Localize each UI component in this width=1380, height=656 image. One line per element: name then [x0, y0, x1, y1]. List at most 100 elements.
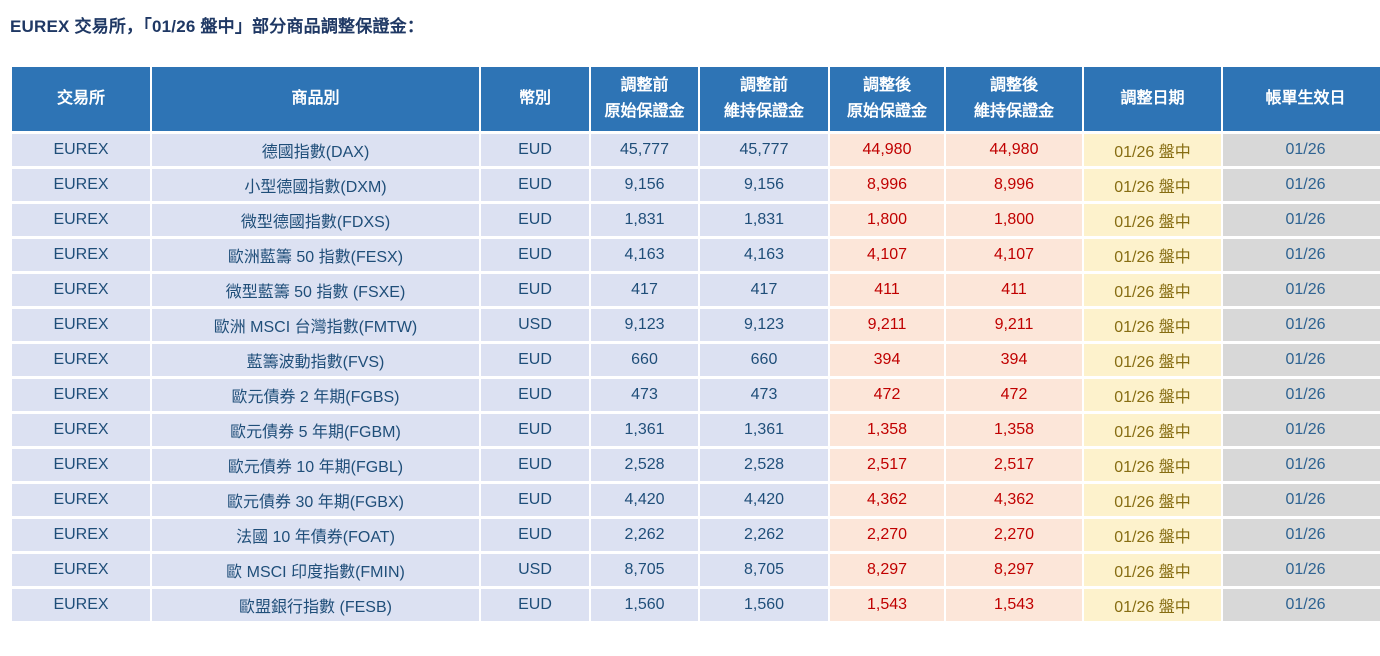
col-header-label2: 原始保證金 [604, 103, 685, 120]
cell-post-maintenance-margin: 8,996 [946, 169, 1082, 201]
header-row: 交易所 商品別 幣別 調整前 原始保證金 調整前 維持保證金 調整後 原始保證金 [12, 67, 1380, 131]
cell-pre-initial-margin: 2,528 [591, 449, 698, 481]
cell-post-maintenance-margin: 411 [946, 274, 1082, 306]
cell-product: 藍籌波動指數(FVS) [152, 344, 479, 376]
cell-product: 歐洲藍籌 50 指數(FESX) [152, 239, 479, 271]
cell-effective-date: 01/26 [1223, 309, 1380, 341]
cell-currency: EUD [481, 519, 589, 551]
cell-pre-initial-margin: 660 [591, 344, 698, 376]
table-header: 交易所 商品別 幣別 調整前 原始保證金 調整前 維持保證金 調整後 原始保證金 [12, 67, 1380, 131]
cell-pre-maintenance-margin: 2,528 [700, 449, 828, 481]
cell-post-maintenance-margin: 2,270 [946, 519, 1082, 551]
col-header-label2: 原始保證金 [846, 103, 927, 120]
cell-post-initial-margin: 2,517 [830, 449, 944, 481]
cell-effective-date: 01/26 [1223, 449, 1380, 481]
cell-exchange: EUREX [12, 519, 150, 551]
col-header-label: 帳單生效日 [1265, 89, 1346, 107]
cell-product: 歐元債券 30 年期(FGBX) [152, 484, 479, 516]
col-header-exchange: 交易所 [12, 67, 150, 131]
cell-product: 歐盟銀行指數 (FESB) [152, 589, 479, 621]
cell-effective-date: 01/26 [1223, 484, 1380, 516]
cell-post-maintenance-margin: 9,211 [946, 309, 1082, 341]
table-row: EUREX 小型德國指數(DXM) EUD 9,156 9,156 8,996 … [12, 169, 1380, 201]
cell-post-maintenance-margin: 4,362 [946, 484, 1082, 516]
cell-post-initial-margin: 1,358 [830, 414, 944, 446]
cell-effective-date: 01/26 [1223, 379, 1380, 411]
cell-product: 小型德國指數(DXM) [152, 169, 479, 201]
cell-exchange: EUREX [12, 239, 150, 271]
cell-product: 歐元債券 10 年期(FGBL) [152, 449, 479, 481]
cell-adjust-date: 01/26 盤中 [1084, 379, 1221, 411]
col-header-label: 商品別 [291, 89, 340, 107]
cell-pre-initial-margin: 45,777 [591, 134, 698, 166]
cell-product: 微型德國指數(FDXS) [152, 204, 479, 236]
cell-post-initial-margin: 472 [830, 379, 944, 411]
cell-pre-maintenance-margin: 8,705 [700, 554, 828, 586]
cell-pre-initial-margin: 417 [591, 274, 698, 306]
cell-effective-date: 01/26 [1223, 344, 1380, 376]
cell-pre-initial-margin: 9,123 [591, 309, 698, 341]
cell-exchange: EUREX [12, 484, 150, 516]
cell-pre-maintenance-margin: 1,361 [700, 414, 828, 446]
cell-exchange: EUREX [12, 414, 150, 446]
cell-adjust-date: 01/26 盤中 [1084, 344, 1221, 376]
cell-currency: EUD [481, 204, 589, 236]
cell-effective-date: 01/26 [1223, 554, 1380, 586]
table-row: EUREX 微型德國指數(FDXS) EUD 1,831 1,831 1,800… [12, 204, 1380, 236]
cell-exchange: EUREX [12, 344, 150, 376]
cell-currency: EUD [481, 274, 589, 306]
col-header-adjust-date: 調整日期 [1084, 67, 1221, 131]
col-header-product: 商品別 [152, 67, 479, 131]
cell-currency: EUD [481, 239, 589, 271]
cell-effective-date: 01/26 [1223, 169, 1380, 201]
cell-post-initial-margin: 411 [830, 274, 944, 306]
cell-product: 歐洲 MSCI 台灣指數(FMTW) [152, 309, 479, 341]
cell-adjust-date: 01/26 盤中 [1084, 204, 1221, 236]
cell-pre-maintenance-margin: 9,123 [700, 309, 828, 341]
cell-post-maintenance-margin: 1,800 [946, 204, 1082, 236]
table-row: EUREX 藍籌波動指數(FVS) EUD 660 660 394 394 01… [12, 344, 1380, 376]
cell-exchange: EUREX [12, 204, 150, 236]
cell-product: 歐元債券 2 年期(FGBS) [152, 379, 479, 411]
cell-pre-initial-margin: 4,420 [591, 484, 698, 516]
table-row: EUREX 歐 MSCI 印度指數(FMIN) USD 8,705 8,705 … [12, 554, 1380, 586]
cell-product: 德國指數(DAX) [152, 134, 479, 166]
cell-effective-date: 01/26 [1223, 204, 1380, 236]
cell-pre-maintenance-margin: 4,163 [700, 239, 828, 271]
cell-exchange: EUREX [12, 379, 150, 411]
cell-product: 法國 10 年債券(FOAT) [152, 519, 479, 551]
cell-pre-initial-margin: 1,831 [591, 204, 698, 236]
cell-pre-maintenance-margin: 2,262 [700, 519, 828, 551]
cell-post-maintenance-margin: 472 [946, 379, 1082, 411]
cell-pre-maintenance-margin: 4,420 [700, 484, 828, 516]
cell-post-initial-margin: 394 [830, 344, 944, 376]
cell-adjust-date: 01/26 盤中 [1084, 484, 1221, 516]
cell-effective-date: 01/26 [1223, 274, 1380, 306]
cell-exchange: EUREX [12, 554, 150, 586]
cell-adjust-date: 01/26 盤中 [1084, 239, 1221, 271]
cell-pre-initial-margin: 2,262 [591, 519, 698, 551]
cell-currency: USD [481, 309, 589, 341]
cell-currency: EUD [481, 484, 589, 516]
cell-effective-date: 01/26 [1223, 519, 1380, 551]
cell-pre-initial-margin: 8,705 [591, 554, 698, 586]
cell-post-maintenance-margin: 1,358 [946, 414, 1082, 446]
col-header-label: 調整前 [739, 76, 788, 94]
cell-pre-maintenance-margin: 417 [700, 274, 828, 306]
cell-effective-date: 01/26 [1223, 239, 1380, 271]
col-header-label: 調整前 [620, 76, 669, 94]
col-header-post-maintenance-margin: 調整後 維持保證金 [946, 67, 1082, 131]
cell-adjust-date: 01/26 盤中 [1084, 519, 1221, 551]
cell-currency: EUD [481, 589, 589, 621]
table-row: EUREX 歐元債券 30 年期(FGBX) EUD 4,420 4,420 4… [12, 484, 1380, 516]
col-header-label: 調整日期 [1120, 89, 1185, 107]
col-header-pre-maintenance-margin: 調整前 維持保證金 [700, 67, 828, 131]
cell-adjust-date: 01/26 盤中 [1084, 554, 1221, 586]
cell-currency: EUD [481, 449, 589, 481]
table-row: EUREX 歐元債券 2 年期(FGBS) EUD 473 473 472 47… [12, 379, 1380, 411]
cell-post-initial-margin: 8,996 [830, 169, 944, 201]
col-header-post-initial-margin: 調整後 原始保證金 [830, 67, 944, 131]
cell-effective-date: 01/26 [1223, 134, 1380, 166]
cell-post-maintenance-margin: 1,543 [946, 589, 1082, 621]
